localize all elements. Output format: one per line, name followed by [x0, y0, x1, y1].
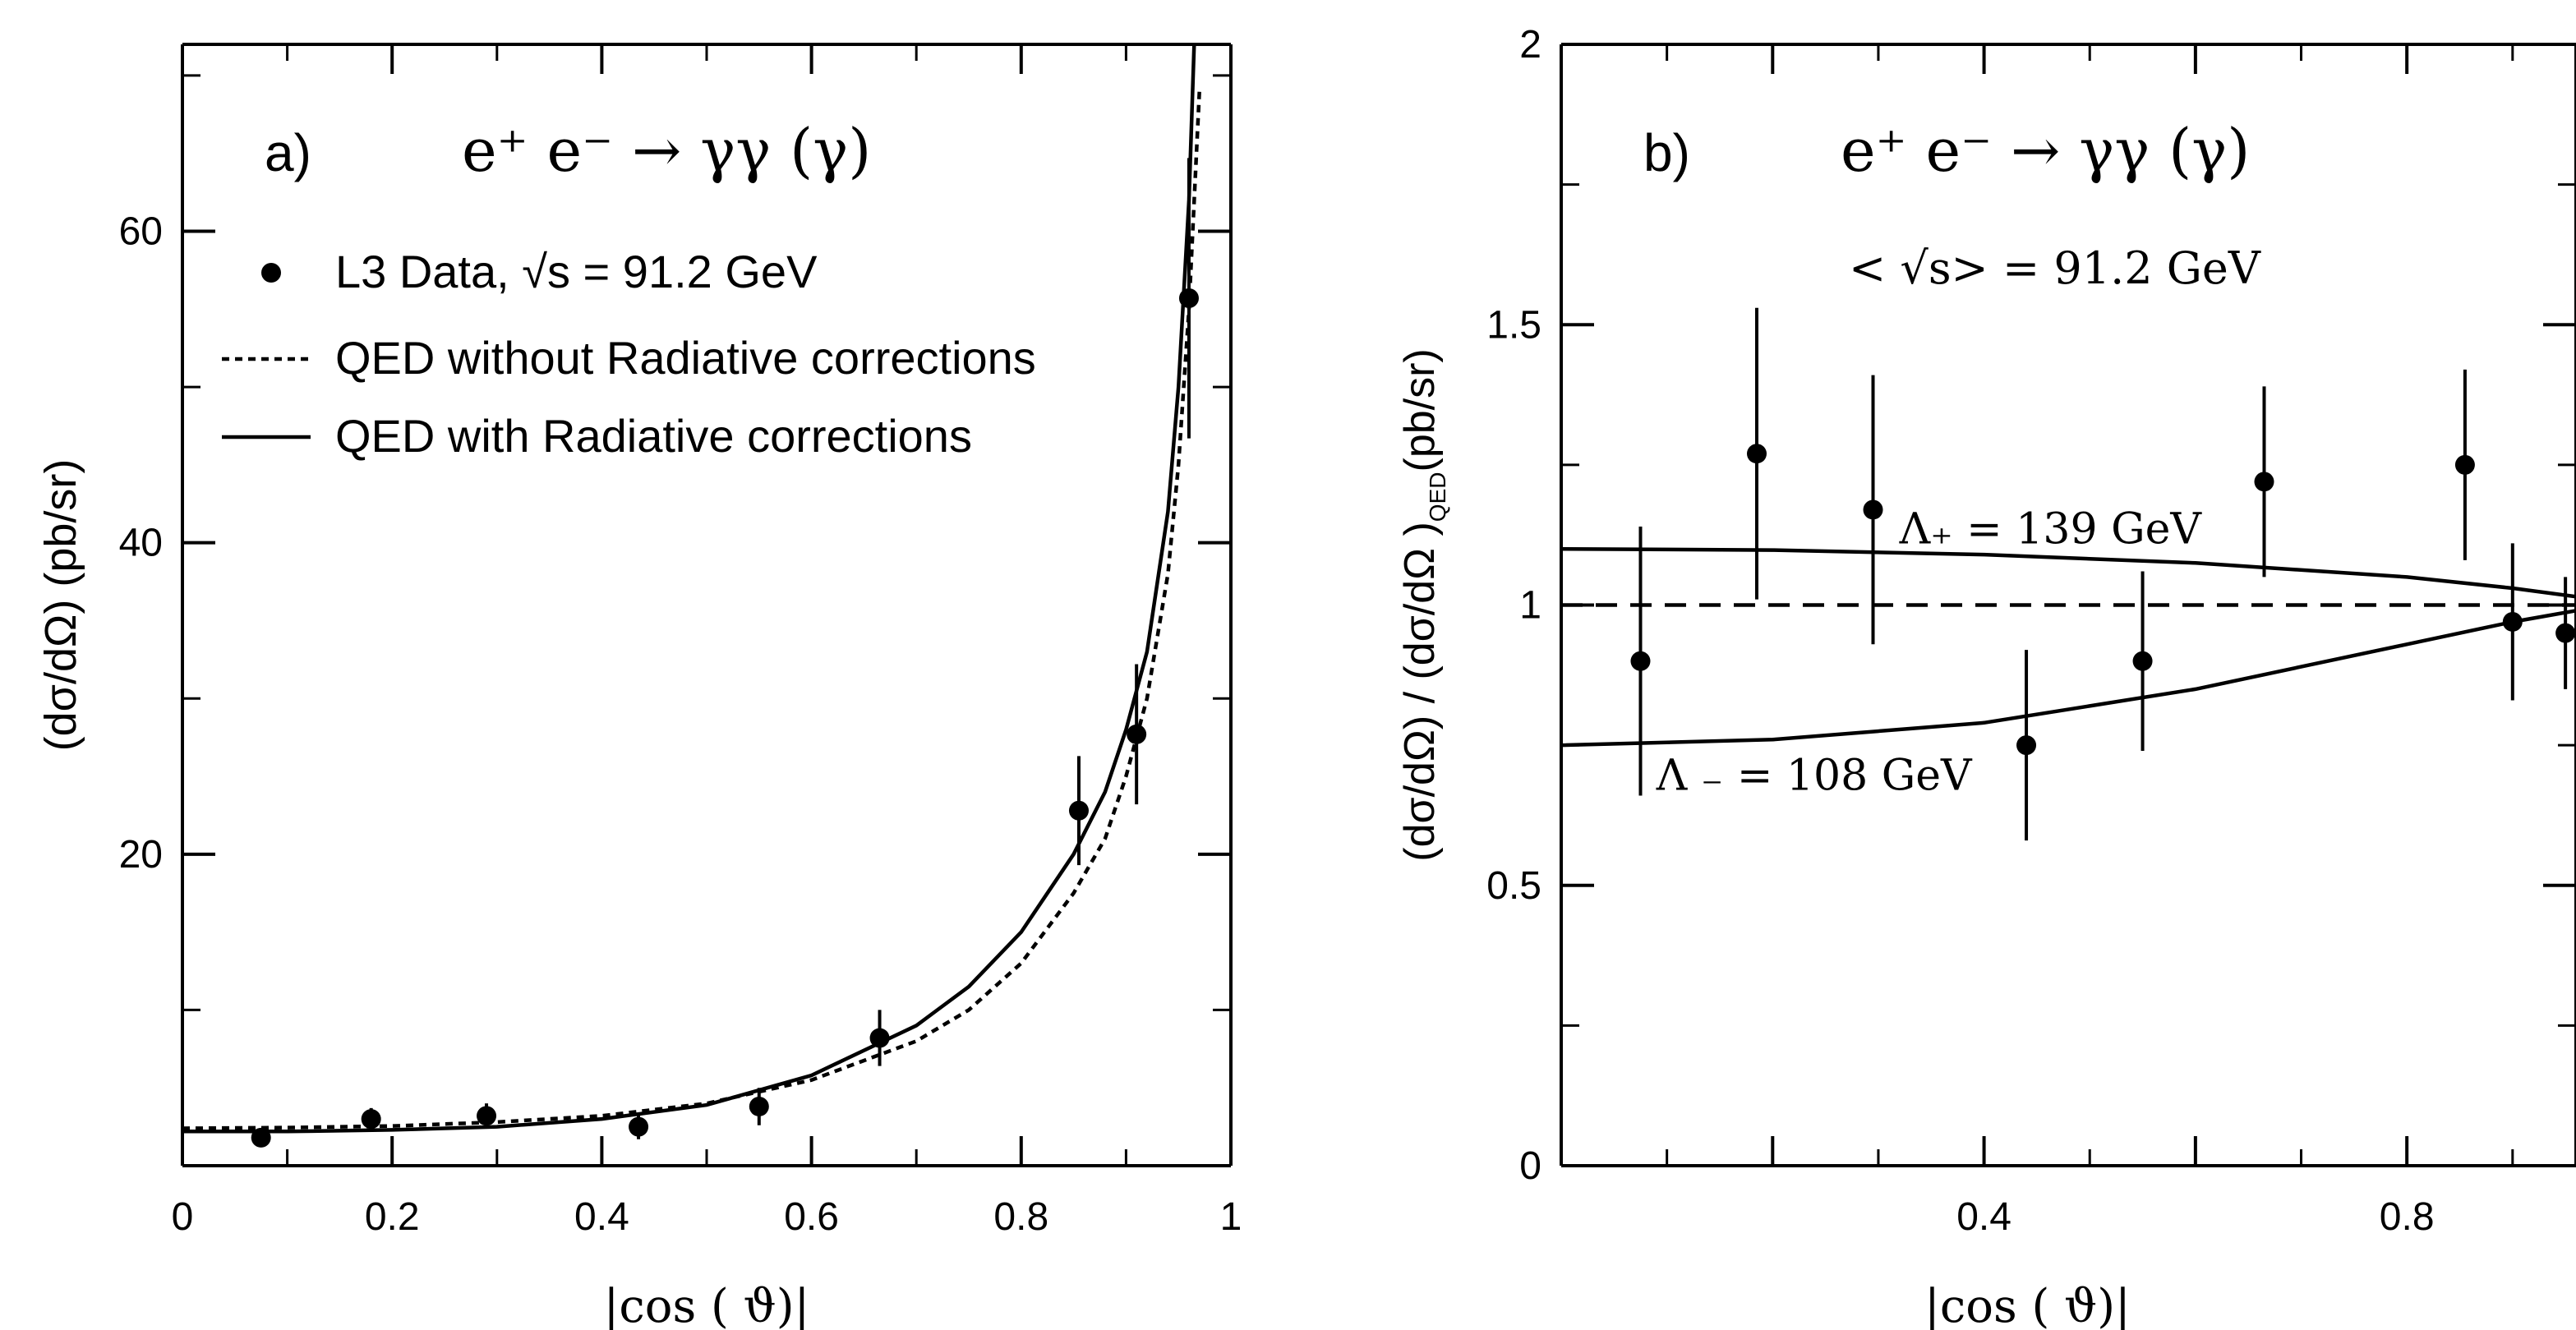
panel-label: b) — [1643, 123, 1690, 182]
legend-marker-dot — [261, 263, 281, 283]
legend: L3 Data, √s = 91.2 GeV QED without Radiat… — [222, 246, 1036, 462]
y-tick-label: 20 — [119, 833, 163, 877]
y-tick-label: 2 — [1519, 23, 1541, 67]
panel-a: 0 0.2 0.4 0.6 0.8 1 20 40 60 a) e⁺ e⁻ → γγ (γ) |cos… — [36, 43, 1242, 1330]
data-point — [1068, 800, 1089, 821]
x-tick-label: 0.4 — [574, 1195, 629, 1239]
y-tick-label: 0 — [1519, 1144, 1541, 1188]
data-point — [749, 1096, 769, 1116]
data-point — [2555, 623, 2576, 643]
chart-title: e⁺ e⁻ → γγ (γ) — [1841, 116, 2250, 185]
data-point — [361, 1109, 381, 1130]
chart-subtitle: < √s> = 91.2 GeV — [1849, 242, 2261, 294]
legend-label: L3 Data, √s = 91.2 GeV — [335, 246, 818, 297]
data-point — [629, 1116, 649, 1137]
data-point — [2016, 735, 2037, 756]
curve-annotation: Λ ₋ = 108 GeV — [1656, 752, 1973, 801]
x-axis-label: |cos ( ϑ)| — [604, 1280, 810, 1330]
x-tick-label: 0.2 — [365, 1195, 420, 1239]
legend-label: QED with Radiative corrections — [335, 410, 972, 462]
legend-label: QED without Radiative corrections — [335, 332, 1036, 384]
x-axis-label: |cos ( ϑ)| — [1924, 1280, 2131, 1330]
x-tick-label: 0 — [172, 1195, 194, 1239]
data-point — [869, 1028, 890, 1048]
y-tick-label: 0.5 — [1486, 864, 1541, 908]
series-dotted-1 — [182, 90, 1201, 1130]
y-tick-label: 40 — [119, 522, 163, 565]
x-tick-label: 0.8 — [993, 1195, 1048, 1239]
data-point — [1630, 651, 1651, 671]
data-point — [1863, 499, 1883, 520]
y-axis-label: (dσ/dΩ) / (dσ/dΩ )QED(pb/sr) — [1396, 348, 1450, 862]
series-solid-3 — [1561, 609, 2576, 748]
data-point — [2254, 472, 2274, 492]
y-tick-label: 60 — [119, 210, 163, 254]
curve-annotation: Λ₊ = 139 GeV — [1899, 504, 2203, 554]
panel-label: a) — [265, 123, 311, 182]
x-tick-label: 0.4 — [1956, 1195, 2011, 1239]
y-tick-label: 1.5 — [1486, 303, 1541, 347]
series-data-points — [251, 158, 1199, 1148]
x-tick-label: 0.6 — [784, 1195, 839, 1239]
series-solid-2 — [1561, 546, 2576, 599]
x-tick-label: 0.8 — [2380, 1195, 2435, 1239]
data-point — [2454, 454, 2475, 475]
data-point — [1746, 444, 1767, 464]
y-axis-label: (dσ/dΩ) (pb/sr) — [36, 459, 85, 752]
x-tick-label: 1 — [1220, 1195, 1242, 1239]
chart-title: e⁺ e⁻ → γγ (γ) — [462, 116, 871, 185]
y-tick-label: 1 — [1519, 584, 1541, 628]
panel-b: 0.4 0.8 0 0.5 1 1.5 2 b) e⁺ e⁻ → γγ (γ) |cos ( ϑ)… — [1396, 23, 2576, 1330]
series-solid-2 — [182, 44, 1196, 1134]
data-point — [2132, 651, 2153, 671]
